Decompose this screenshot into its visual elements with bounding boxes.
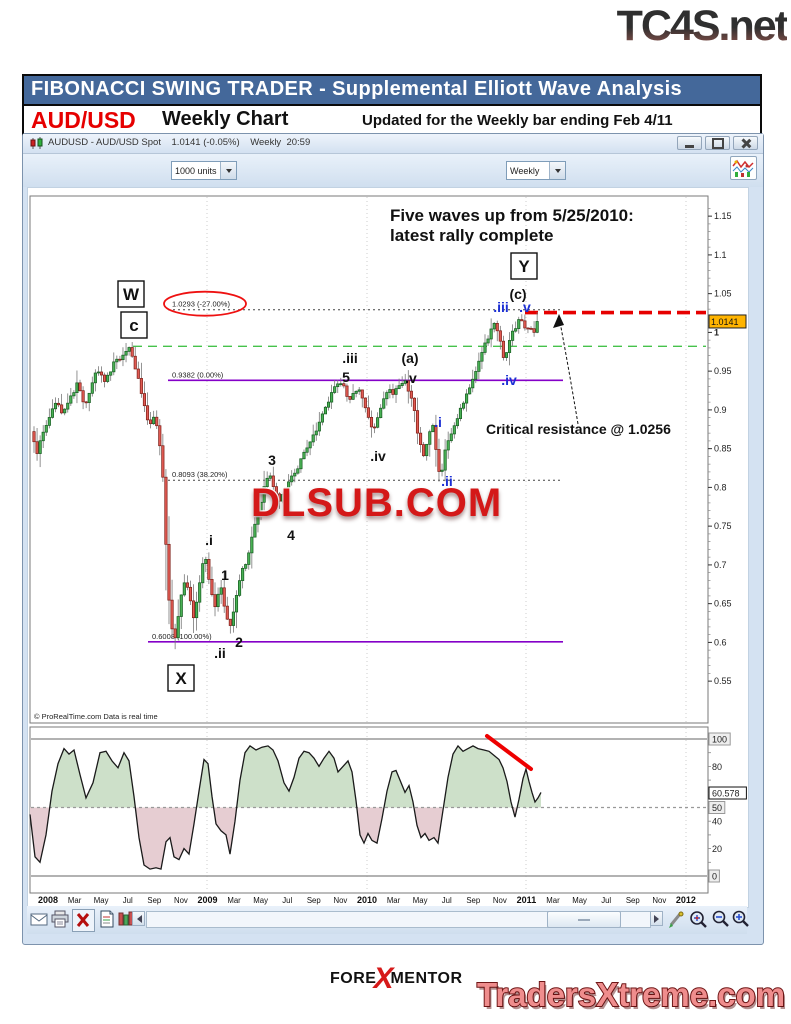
- banner: FIBONACCI SWING TRADER - Supplemental El…: [22, 74, 762, 138]
- banner-subrow: AUD/USD Weekly Chart Updated for the Wee…: [24, 106, 760, 136]
- close-button[interactable]: [733, 136, 758, 150]
- dlsub-watermark: DLSUB.COM: [250, 480, 503, 527]
- forexmentor-x: X: [373, 962, 394, 995]
- tradersxtreme-logo: TradersXtreme.com: [476, 975, 786, 1014]
- print-icon[interactable]: [51, 910, 70, 929]
- minimize-button[interactable]: [677, 136, 702, 150]
- banner-title: FIBONACCI SWING TRADER - Supplemental El…: [24, 76, 760, 106]
- chart-type-label: Weekly Chart: [162, 108, 289, 130]
- pair-label: AUD/USD: [31, 107, 136, 133]
- chevron-down-icon[interactable]: [220, 162, 236, 179]
- scroll-left-button[interactable]: [132, 911, 145, 926]
- period-dropdown[interactable]: Weekly: [506, 161, 566, 180]
- maximize-icon: [711, 137, 724, 149]
- forexmentor-logo: FORE X MENTOR: [330, 962, 463, 995]
- chart-toolbar: 1000 units Weekly: [23, 154, 763, 187]
- chart-style-icon: [732, 159, 754, 177]
- forexmentor-text: MENTOR: [390, 970, 463, 987]
- zoom-in-icon[interactable]: [731, 910, 750, 929]
- chart-style-button[interactable]: [730, 156, 757, 180]
- units-dropdown-value: 1000 units: [175, 165, 217, 176]
- minimize-icon: [685, 144, 694, 148]
- zoom-select-icon[interactable]: [688, 910, 710, 929]
- tc4s-logo: TC4S.net: [616, 2, 789, 50]
- chart-window: AUDUSD - AUD/USD Spot 1.0141 (-0.05%) We…: [22, 133, 764, 945]
- scrollbar-thumb[interactable]: [547, 911, 621, 928]
- delete-drawing-icon[interactable]: [72, 909, 95, 932]
- window-title: AUDUSD - AUD/USD Spot 1.0141 (-0.05%) We…: [48, 137, 311, 148]
- window-buttons: [677, 136, 758, 150]
- chart-panel: [27, 187, 749, 908]
- updated-label: Updated for the Weekly bar ending Feb 4/…: [362, 112, 673, 129]
- email-icon[interactable]: [30, 910, 49, 929]
- scroll-right-button[interactable]: [650, 911, 663, 926]
- draw-tool-icon[interactable]: [667, 910, 686, 929]
- window-titlebar[interactable]: AUDUSD - AUD/USD Spot 1.0141 (-0.05%) We…: [23, 134, 763, 154]
- close-icon: [741, 138, 751, 148]
- page-icon[interactable]: [98, 910, 117, 929]
- forexmentor-text: FORE: [330, 970, 377, 987]
- units-dropdown[interactable]: 1000 units: [171, 161, 237, 180]
- candlestick-icon: [30, 137, 43, 149]
- chevron-down-icon[interactable]: [549, 162, 565, 179]
- maximize-button[interactable]: [705, 136, 730, 150]
- zoom-out-icon[interactable]: [711, 910, 730, 929]
- bottom-toolbar: [27, 906, 750, 934]
- period-dropdown-value: Weekly: [510, 165, 540, 176]
